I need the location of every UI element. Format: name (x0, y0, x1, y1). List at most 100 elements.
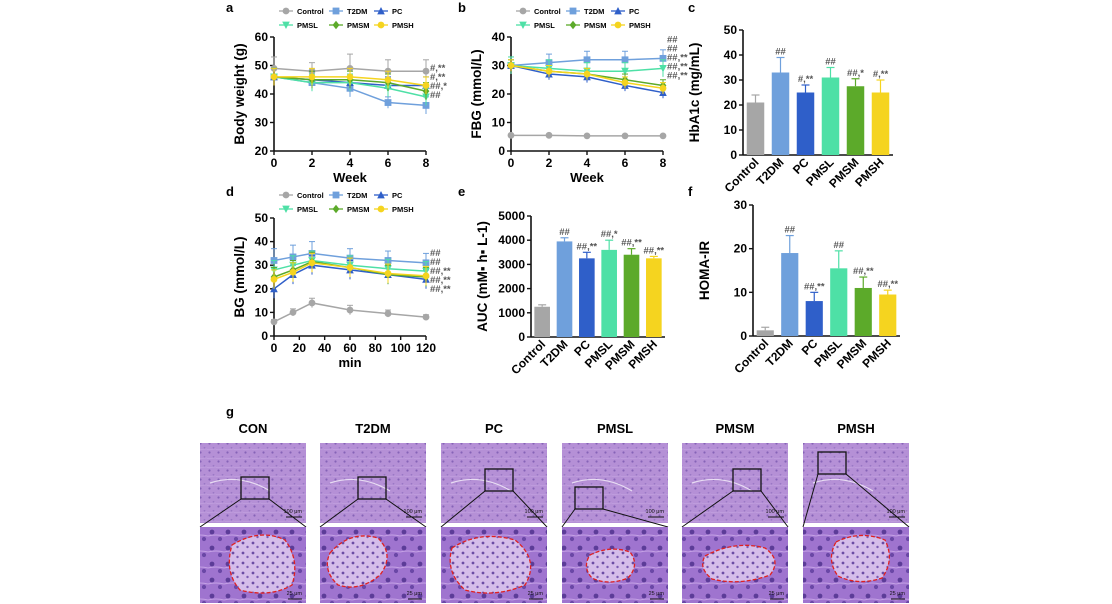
bar-pmsh (871, 92, 890, 155)
category-label: T2DM (754, 155, 787, 188)
data-point (422, 272, 430, 280)
y-tick-label: 40 (255, 87, 269, 101)
x-axis-label: min (338, 355, 361, 370)
data-point (507, 62, 515, 69)
scale-bar-label: 25 μm (528, 591, 544, 597)
y-tick-label: 30 (255, 116, 269, 130)
series-control (507, 131, 667, 140)
significance-label: ## (430, 248, 441, 259)
y-tick-label: 10 (734, 285, 748, 299)
y-tick-label: 0 (740, 329, 747, 343)
y-tick-label: 0 (261, 329, 268, 343)
legend-label: PMSL (534, 21, 555, 30)
data-point (289, 268, 297, 276)
legend-marker (569, 7, 577, 15)
series-pmsh (270, 67, 430, 94)
y-tick-label: 30 (492, 59, 506, 73)
bar-pc (805, 301, 823, 336)
zoom-connector (681, 490, 734, 528)
significance-label: ##,** (644, 245, 665, 256)
series-control (270, 297, 430, 326)
histology-group-label: PMSL (597, 421, 633, 436)
histology-group-label: PMSM (716, 421, 755, 436)
islet-outline (326, 535, 388, 588)
data-point (583, 70, 591, 78)
histology-group-label: T2DM (355, 421, 390, 436)
y-tick-label: 2000 (498, 282, 525, 296)
y-tick-label: 40 (492, 30, 506, 44)
significance-label: ##,** (621, 238, 642, 249)
y-tick-label: 40 (255, 235, 269, 249)
data-point (659, 132, 667, 140)
x-tick-label: 6 (622, 156, 629, 170)
x-tick-label: 0 (271, 341, 278, 355)
data-point (346, 264, 354, 271)
data-point (545, 131, 553, 139)
significance-label: ##,** (804, 281, 825, 292)
bar-pc (796, 92, 815, 155)
scale-bar-label: 25 μm (769, 591, 785, 597)
significance-label: ##,** (877, 279, 898, 290)
significance-label: ##,* (601, 229, 618, 240)
scale-bar-label: 100 μm (766, 509, 785, 515)
legend-marker (282, 7, 290, 15)
significance-label: ##,** (430, 275, 451, 286)
bar-pmsm (846, 86, 865, 155)
chart-homa-ir: 0102030HOMA-IRControl##T2DM##,**PC##PMSL… (697, 198, 900, 376)
y-axis-label: Body weight (g) (232, 43, 247, 144)
x-tick-label: 120 (416, 341, 436, 355)
legend-label: PMSH (392, 21, 414, 30)
significance-label: #,** (873, 69, 889, 80)
significance-label: ## (784, 225, 795, 236)
y-tick-label: 20 (724, 98, 738, 112)
y-tick-label: 20 (255, 282, 269, 296)
bar-pc (579, 258, 595, 337)
y-tick-label: 1000 (498, 306, 525, 320)
legend-marker (332, 191, 340, 199)
legend-marker (377, 21, 385, 29)
panel-label-g: g (226, 404, 234, 419)
islet-outline (830, 534, 890, 583)
y-tick-label: 20 (734, 242, 748, 256)
legend-marker (614, 21, 622, 29)
data-point (659, 64, 667, 73)
data-point (270, 73, 278, 81)
scale-bar-label: 25 μm (407, 591, 423, 597)
x-tick-label: 0 (508, 156, 515, 170)
x-tick-label: 100 (391, 341, 411, 355)
bar-pmsl (830, 268, 848, 336)
y-axis-label: FBG (mmol/L) (469, 49, 484, 138)
x-tick-label: 0 (271, 156, 278, 170)
y-tick-label: 0 (518, 330, 525, 344)
category-label: T2DM (763, 336, 796, 369)
significance-label: ##,** (667, 62, 688, 73)
y-tick-label: 50 (255, 59, 269, 73)
x-axis-label: Week (333, 170, 367, 185)
zoom-connector (268, 498, 307, 528)
x-tick-label: 6 (385, 156, 392, 170)
category-label: PMSH (852, 155, 886, 189)
data-point (384, 76, 392, 84)
y-axis-label: HOMA-IR (697, 241, 712, 300)
y-tick-label: 60 (255, 30, 269, 44)
zoom-connector (319, 498, 359, 528)
x-tick-label: 4 (584, 156, 591, 170)
legend-label: PMSM (347, 205, 370, 214)
series-line (273, 259, 427, 272)
zoom-connector (802, 473, 819, 528)
zoom-connector (385, 498, 427, 528)
data-point (621, 132, 629, 140)
bar-pmsh (646, 258, 662, 337)
x-tick-label: 60 (343, 341, 357, 355)
data-point (289, 309, 297, 316)
islet-outline (228, 534, 296, 594)
significance-label: ## (430, 257, 441, 268)
significance-label: ##,** (853, 266, 874, 277)
legend-marker (332, 204, 340, 214)
bar-pmsl (821, 77, 840, 155)
chart-bg: Control T2DM PC PMSL PMSM PMSH 0 10 20 30 40 50 BG (… (232, 191, 451, 370)
y-tick-label: 4000 (498, 233, 525, 247)
x-tick-label: 80 (369, 341, 383, 355)
